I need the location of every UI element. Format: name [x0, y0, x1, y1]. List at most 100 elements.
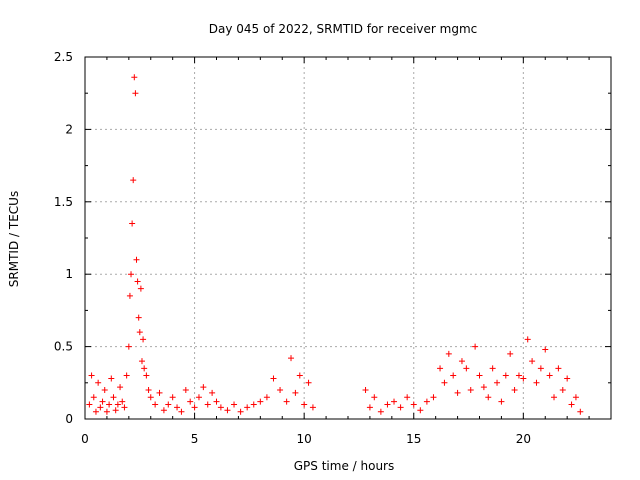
data-point: [101, 387, 108, 394]
data-point: [555, 365, 562, 372]
y-tick-label: 0: [65, 412, 73, 426]
x-axis-label: GPS time / hours: [294, 459, 395, 473]
data-point: [97, 404, 104, 411]
data-point: [169, 394, 176, 401]
axis-ticks: [84, 56, 611, 420]
y-tick-label: 2: [65, 122, 73, 136]
data-point: [130, 177, 137, 184]
data-point: [195, 394, 202, 401]
data-point: [191, 404, 198, 411]
data-point: [542, 346, 549, 353]
data-point: [112, 407, 119, 414]
data-point: [404, 394, 411, 401]
data-point: [515, 372, 522, 379]
data-point: [257, 398, 264, 405]
y-axis-label: SRMTID / TECUs: [7, 191, 21, 287]
data-point: [88, 372, 95, 379]
chart-title: Day 045 of 2022, SRMTID for receiver mgm…: [209, 22, 478, 36]
data-point: [397, 404, 404, 411]
data-point: [250, 401, 257, 408]
data-point: [498, 398, 505, 405]
data-points: [86, 74, 584, 415]
data-point: [476, 372, 483, 379]
data-point: [209, 389, 216, 396]
data-point: [485, 394, 492, 401]
data-point: [90, 394, 97, 401]
data-point: [572, 394, 579, 401]
data-point: [125, 343, 132, 350]
data-point: [564, 375, 571, 382]
data-point: [114, 401, 121, 408]
data-point: [391, 398, 398, 405]
data-point: [366, 404, 373, 411]
data-point: [480, 384, 487, 391]
data-point: [121, 404, 128, 411]
data-point: [362, 387, 369, 394]
data-point: [494, 379, 501, 386]
data-point: [135, 314, 142, 321]
x-tick-label: 5: [191, 432, 199, 446]
data-point: [537, 365, 544, 372]
data-point: [305, 379, 312, 386]
data-point: [137, 285, 144, 292]
data-point: [187, 398, 194, 405]
x-tick-label: 20: [516, 432, 531, 446]
data-point: [224, 407, 231, 414]
data-point: [128, 271, 135, 278]
data-point: [244, 404, 251, 411]
data-point: [217, 404, 224, 411]
data-point: [95, 379, 102, 386]
data-point: [231, 401, 238, 408]
data-point: [309, 404, 316, 411]
data-point: [132, 90, 139, 97]
data-point: [129, 220, 136, 227]
data-point: [182, 387, 189, 394]
data-point: [410, 401, 417, 408]
data-point: [165, 401, 172, 408]
data-point: [204, 401, 211, 408]
data-point: [568, 401, 575, 408]
data-point: [454, 389, 461, 396]
data-point: [152, 401, 159, 408]
data-point: [551, 394, 558, 401]
data-point: [467, 387, 474, 394]
data-point: [86, 401, 93, 408]
data-point: [178, 408, 185, 415]
data-point: [430, 394, 437, 401]
data-point: [134, 278, 141, 285]
data-point: [140, 336, 147, 343]
data-point: [417, 407, 424, 414]
data-point: [200, 384, 207, 391]
data-point: [270, 375, 277, 382]
data-point: [263, 394, 270, 401]
data-point: [458, 358, 465, 365]
data-point: [119, 398, 126, 405]
data-point: [511, 387, 518, 394]
data-point: [108, 375, 115, 382]
data-point: [371, 394, 378, 401]
data-point: [110, 394, 117, 401]
x-tick-label: 0: [81, 432, 89, 446]
data-point: [502, 372, 509, 379]
data-point: [301, 401, 308, 408]
data-point: [292, 389, 299, 396]
data-point: [136, 329, 143, 336]
plot-frame: [84, 56, 612, 420]
data-point: [437, 365, 444, 372]
data-point: [559, 387, 566, 394]
data-point: [106, 401, 113, 408]
data-point: [450, 372, 457, 379]
data-point: [126, 292, 133, 299]
data-point: [123, 372, 130, 379]
data-point: [445, 350, 452, 357]
data-point: [533, 379, 540, 386]
data-point: [117, 384, 124, 391]
data-point: [423, 398, 430, 405]
data-point: [141, 365, 148, 372]
y-tick-label: 2.5: [54, 50, 73, 64]
data-point: [147, 394, 154, 401]
axis-tick-labels: 0 5 10 15 20 0 0.5 1 1.5 2 2.5: [54, 50, 531, 446]
data-point: [524, 336, 531, 343]
data-point: [277, 387, 284, 394]
data-point: [160, 407, 167, 414]
